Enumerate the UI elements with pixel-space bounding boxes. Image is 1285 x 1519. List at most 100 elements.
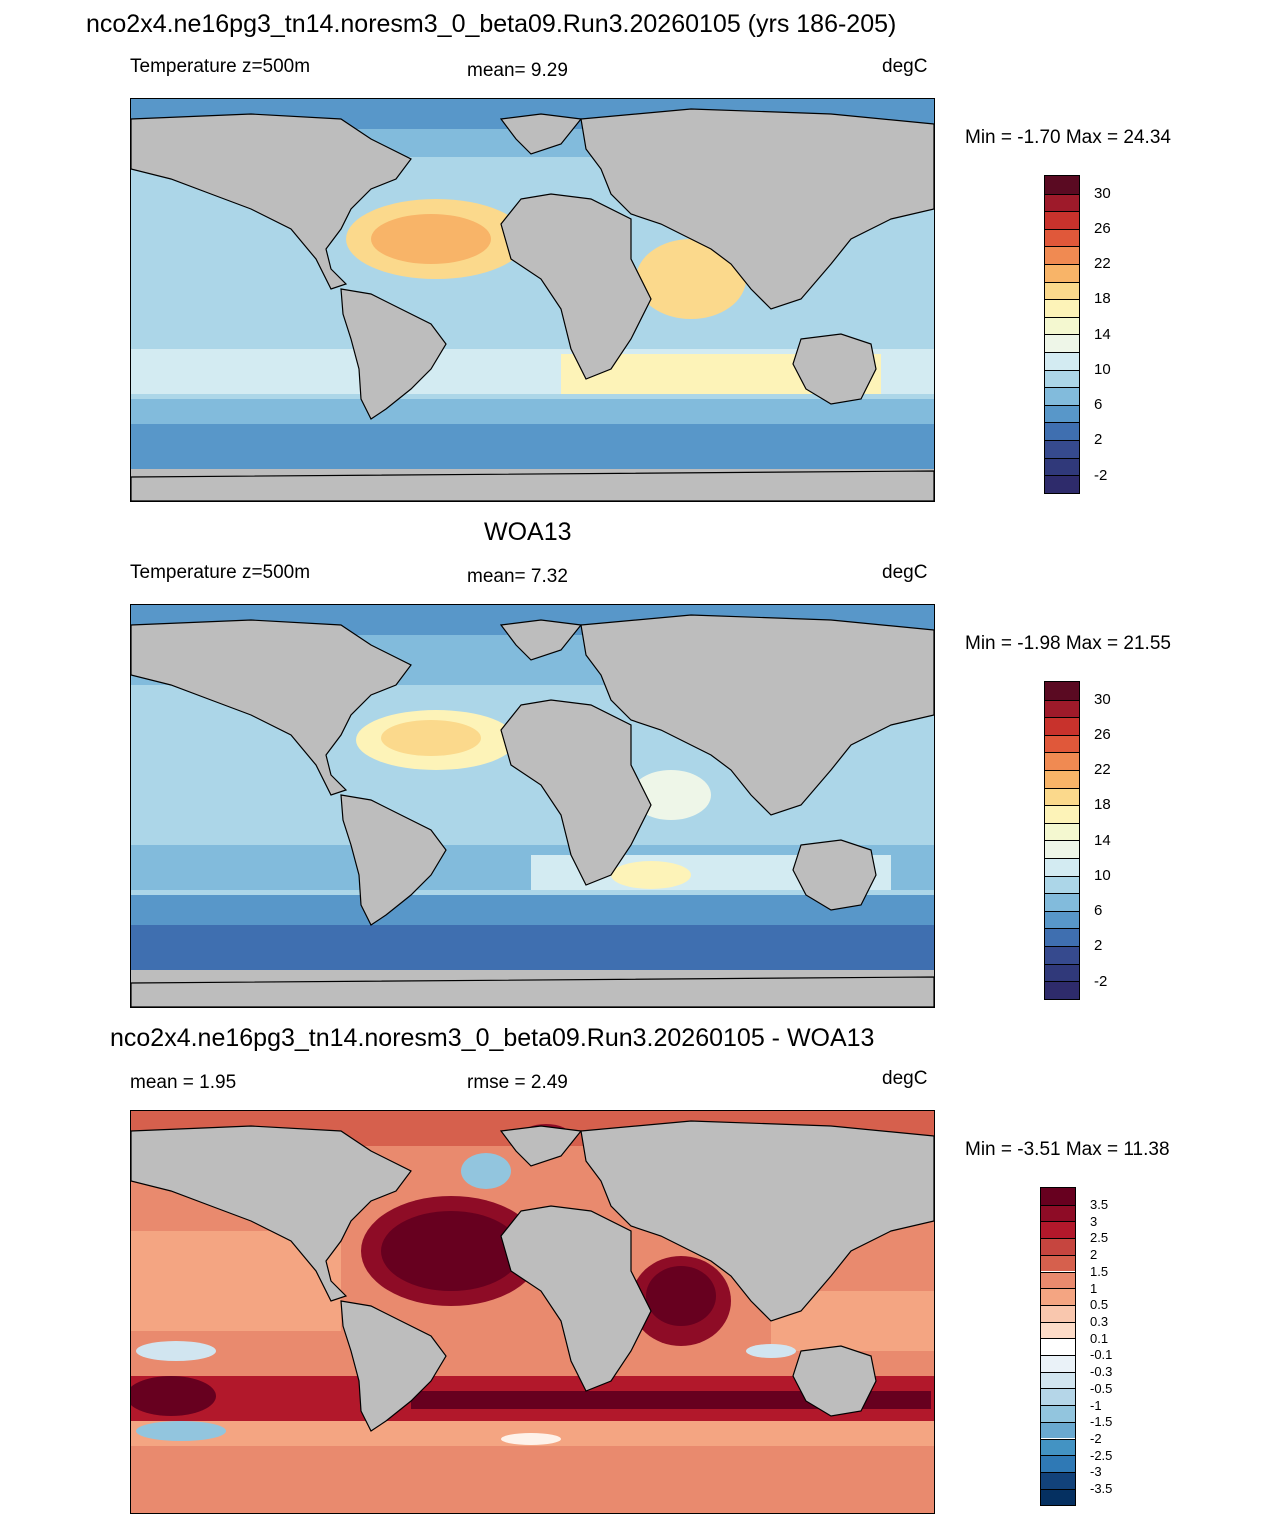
colorbar-tick-label: -2 — [1094, 467, 1108, 484]
panel3-colorbar-swatch — [1041, 1238, 1075, 1255]
panel3-colorbar — [1040, 1187, 1076, 1506]
panel3-map — [130, 1110, 935, 1514]
panel2-colorbar-swatch — [1045, 822, 1079, 841]
colorbar-tick-label: -1.5 — [1090, 1414, 1113, 1429]
panel3-minmax: Min = -3.51 Max = 11.38 — [965, 1139, 1170, 1160]
colorbar-tick-label: 22 — [1094, 255, 1111, 272]
panel3-colorbar-swatch — [1041, 1488, 1075, 1505]
panel1-colorbar-swatch — [1045, 193, 1079, 212]
panel1-colorbar-swatch — [1045, 228, 1079, 247]
colorbar-tick-label: 18 — [1094, 290, 1111, 307]
panel3-colorbar-swatch — [1041, 1188, 1075, 1205]
panel2-colorbar-swatch — [1045, 858, 1079, 876]
panel2-colorbar-swatch — [1045, 734, 1079, 753]
colorbar-tick-label: -1 — [1090, 1398, 1102, 1413]
panel1-colorbar-swatch — [1045, 211, 1079, 229]
panel3-unit-label: degC — [882, 1068, 928, 1089]
panel1-colorbar-swatch — [1045, 316, 1079, 335]
panel1-mean-label: mean= 9.29 — [467, 60, 568, 81]
panel3-colorbar-swatch — [1041, 1338, 1075, 1355]
panel2-colorbar-swatch — [1045, 963, 1079, 982]
colorbar-tick-label: 14 — [1094, 832, 1111, 849]
colorbar-tick-label: 0.1 — [1090, 1331, 1109, 1346]
panel3-colorbar-swatch — [1041, 1438, 1075, 1456]
panel2-colorbar-swatch — [1045, 805, 1079, 823]
colorbar-tick-label: 3.5 — [1090, 1197, 1109, 1212]
panel2-colorbar-swatch — [1045, 787, 1079, 806]
panel1-colorbar-swatch — [1045, 334, 1079, 352]
panel2-title: WOA13 — [484, 518, 572, 546]
colorbar-tick-label: -3.5 — [1090, 1481, 1113, 1496]
colorbar-tick-label: 14 — [1094, 326, 1111, 343]
panel2-unit-label: degC — [882, 562, 928, 583]
panel1-colorbar-swatch — [1045, 369, 1079, 388]
colorbar-tick-label: 2 — [1094, 937, 1103, 954]
colorbar-tick-label: 18 — [1094, 796, 1111, 813]
panel3-colorbar-swatch — [1041, 1421, 1075, 1439]
panel2-colorbar-swatch — [1045, 981, 1079, 999]
panel2-colorbar-swatch — [1045, 893, 1079, 911]
panel3-colorbar-swatch — [1041, 1288, 1075, 1305]
panel3-colorbar-swatch — [1041, 1455, 1075, 1472]
panel1-colorbar — [1044, 175, 1080, 494]
panel1-colorbar-swatch — [1045, 264, 1079, 282]
panel2-colorbar-swatch — [1045, 752, 1079, 770]
colorbar-tick-label: 22 — [1094, 761, 1111, 778]
colorbar-tick-label: -0.1 — [1090, 1347, 1113, 1362]
panel1-colorbar-swatch — [1045, 440, 1079, 458]
colorbar-tick-label: 6 — [1094, 396, 1103, 413]
colorbar-tick-label: 6 — [1094, 902, 1103, 919]
panel2-colorbar-swatch — [1045, 840, 1079, 858]
panel2-colorbar-swatch — [1045, 699, 1079, 718]
panel3-colorbar-swatch — [1041, 1388, 1075, 1406]
panel3-mean-label: mean = 1.95 — [130, 1072, 237, 1093]
colorbar-tick-label: 3 — [1090, 1214, 1098, 1229]
panel1-colorbar-swatch — [1045, 352, 1079, 370]
colorbar-tick-label: 1.5 — [1090, 1264, 1109, 1279]
panel2-colorbar-swatch — [1045, 770, 1079, 788]
panel3-colorbar-swatch — [1041, 1321, 1075, 1339]
colorbar-tick-label: 2 — [1094, 431, 1103, 448]
panel3-colorbar-swatch — [1041, 1221, 1075, 1239]
colorbar-tick-label: -0.5 — [1090, 1381, 1113, 1396]
colorbar-tick-label: 2.5 — [1090, 1230, 1109, 1245]
colorbar-tick-label: 2 — [1090, 1247, 1098, 1262]
panel1-minmax: Min = -1.70 Max = 24.34 — [965, 127, 1171, 148]
panel3-colorbar-swatch — [1041, 1405, 1075, 1422]
panel1-colorbar-swatch — [1045, 475, 1079, 493]
panel1-variable-label: Temperature z=500m — [130, 56, 311, 77]
panel1-unit-label: degC — [882, 56, 928, 77]
panel3-colorbar-swatch — [1041, 1304, 1075, 1322]
colorbar-tick-label: 1 — [1090, 1281, 1098, 1296]
colorbar-tick-label: -2 — [1090, 1431, 1102, 1446]
panel3-colorbar-swatch — [1041, 1204, 1075, 1222]
panel2-colorbar-swatch — [1045, 910, 1079, 929]
panel1-colorbar-swatch — [1045, 387, 1079, 405]
panel2-colorbar-swatch — [1045, 875, 1079, 894]
panel1-colorbar-swatch — [1045, 281, 1079, 300]
panel1-colorbar-swatch — [1045, 299, 1079, 317]
panel1-colorbar-swatch — [1045, 176, 1079, 194]
panel1-map — [130, 98, 935, 502]
panel3-colorbar-swatch — [1041, 1471, 1075, 1489]
colorbar-tick-label: 0.3 — [1090, 1314, 1109, 1329]
panel3-colorbar-swatch — [1041, 1271, 1075, 1289]
panel3-colorbar-swatch — [1041, 1355, 1075, 1372]
colorbar-tick-label: 26 — [1094, 726, 1111, 743]
panel2-minmax: Min = -1.98 Max = 21.55 — [965, 633, 1171, 654]
colorbar-tick-label: 30 — [1094, 185, 1111, 202]
panel2-colorbar-swatch — [1045, 682, 1079, 700]
colorbar-tick-label: -0.3 — [1090, 1364, 1113, 1379]
colorbar-tick-label: -2 — [1094, 973, 1108, 990]
panel2-mean-label: mean= 7.32 — [467, 566, 568, 587]
panel3-colorbar-swatch — [1041, 1371, 1075, 1389]
colorbar-tick-label: 10 — [1094, 867, 1111, 884]
panel1-colorbar-swatch — [1045, 246, 1079, 264]
colorbar-tick-label: -3 — [1090, 1464, 1102, 1479]
panel1-colorbar-swatch — [1045, 457, 1079, 476]
panel1-colorbar-swatch — [1045, 422, 1079, 440]
panel3-colorbar-swatch — [1041, 1254, 1075, 1272]
panel2-colorbar — [1044, 681, 1080, 1000]
panel2-variable-label: Temperature z=500m — [130, 562, 311, 583]
colorbar-tick-label: 30 — [1094, 691, 1111, 708]
